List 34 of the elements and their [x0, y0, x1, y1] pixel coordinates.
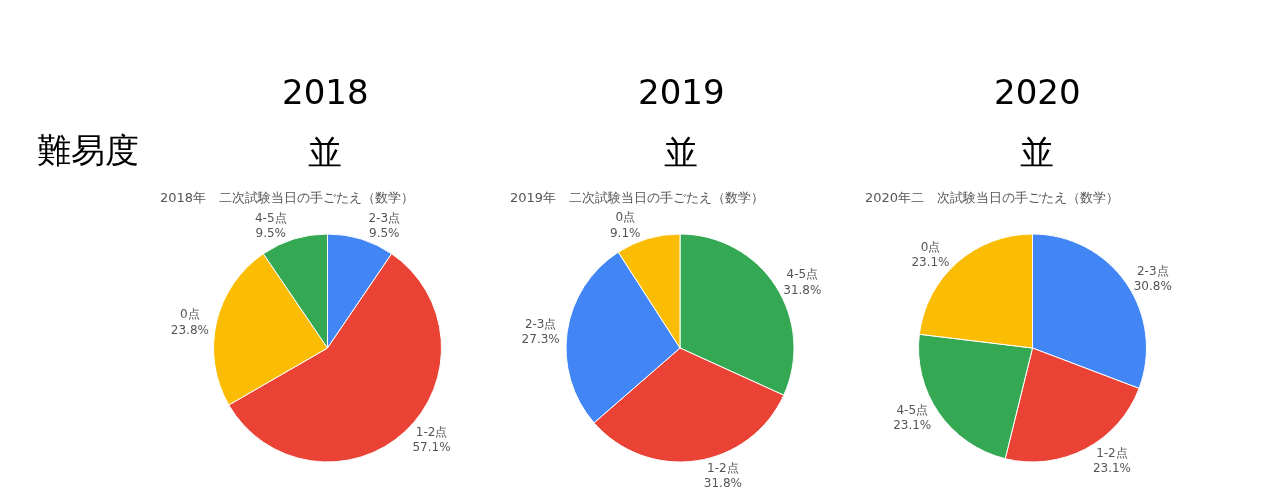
data-label: 9.5% — [369, 226, 400, 241]
slice-label: 1-2点 — [415, 424, 448, 439]
data-label: 23.8% — [170, 322, 209, 337]
slice-label: 2-3点 — [1136, 263, 1169, 278]
text: 2019 — [638, 72, 725, 112]
slice-label: 0点 — [180, 307, 200, 322]
data-label: 31.8% — [703, 476, 742, 491]
slice-label: 1-2点 — [707, 460, 739, 475]
data-label: 23.1% — [893, 418, 932, 433]
text: 難易度 — [37, 130, 139, 170]
data-label: 23.1% — [1092, 461, 1131, 476]
data-label: 31.8% — [783, 282, 822, 297]
data-label: 27.3% — [521, 332, 560, 347]
text: 並 — [664, 132, 698, 172]
text: 2018 — [282, 72, 369, 112]
slice-label: 4-5点 — [254, 210, 287, 225]
slice-label: 4-5点 — [896, 402, 929, 417]
text: 並 — [308, 132, 342, 172]
data-label: 30.8% — [1133, 279, 1172, 294]
chart-title: 2020年二 次試験当日の手ごたえ（数学） — [865, 190, 1120, 205]
slice-label: 0点 — [920, 239, 941, 254]
data-label: 9.5% — [255, 226, 286, 241]
text: 並 — [1020, 132, 1054, 172]
data-label: 9.1% — [609, 225, 641, 240]
slice-label: 1-2点 — [1096, 445, 1128, 460]
slice-label: 0点 — [615, 210, 636, 225]
text: 2020 — [994, 72, 1081, 112]
slice-label: 2-3点 — [368, 210, 401, 225]
slice-label: 4-5点 — [786, 267, 819, 282]
data-label: 23.1% — [911, 255, 950, 270]
data-label: 57.1% — [412, 440, 451, 455]
chart-title: 2019年 二次試験当日の手ごたえ（数学） — [510, 190, 765, 205]
slice-label: 2-3点 — [524, 316, 557, 331]
chart-title: 2018年 二次試験当日の手ごたえ（数学） — [160, 190, 415, 205]
